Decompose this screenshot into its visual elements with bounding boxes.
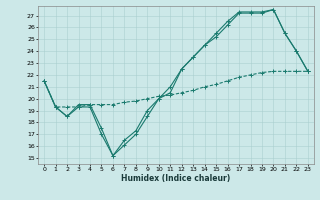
X-axis label: Humidex (Indice chaleur): Humidex (Indice chaleur) [121, 174, 231, 183]
